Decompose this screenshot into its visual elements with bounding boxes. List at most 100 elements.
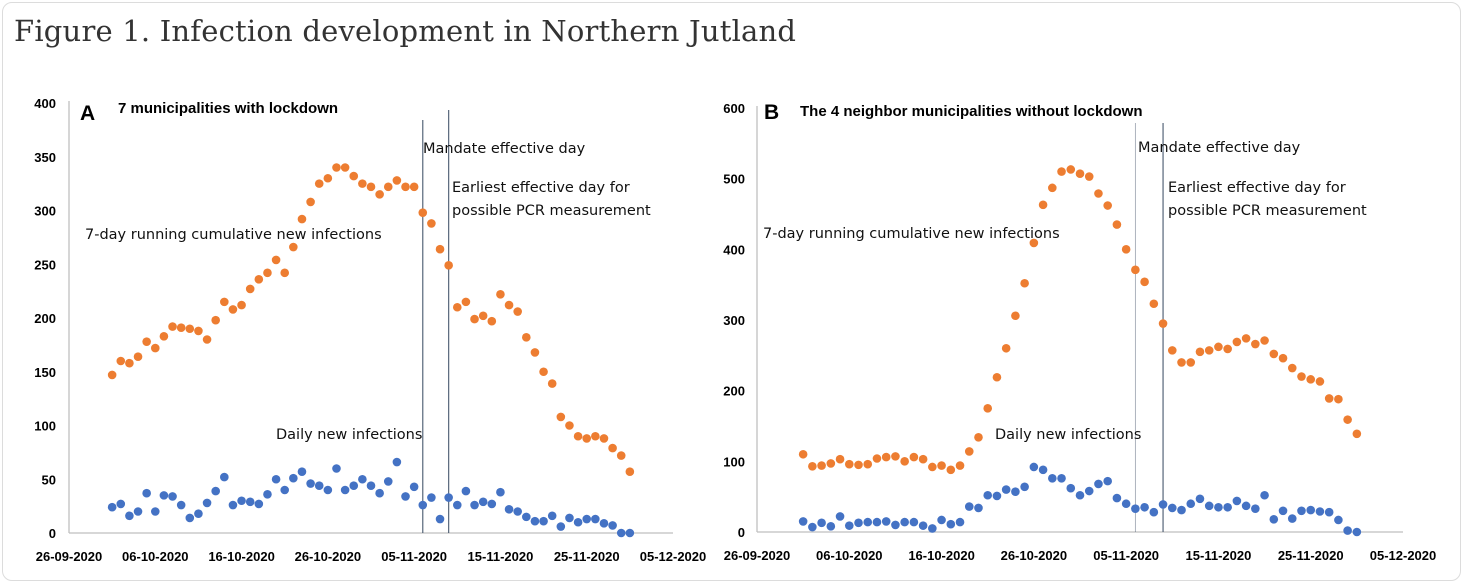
cumulative-point: [891, 452, 900, 461]
daily-point: [1112, 493, 1122, 503]
daily-point: [539, 516, 548, 526]
cumulative-point: [1214, 342, 1223, 352]
cumulative-point: [928, 462, 937, 472]
daily-point: [1251, 504, 1260, 513]
daily-point: [992, 491, 1002, 501]
cumulative-point: [844, 459, 854, 469]
daily-point: [366, 481, 376, 491]
daily-point: [254, 499, 264, 509]
y-tick-label: 0: [49, 526, 56, 541]
daily-point: [1287, 514, 1297, 523]
cumulative-point: [1204, 346, 1214, 355]
x-tick-label: 25-11-2020: [1278, 548, 1344, 563]
series-label-cumulative: 7-day running cumulative new infections: [763, 226, 1060, 242]
daily-point: [1066, 483, 1076, 493]
daily-point: [452, 500, 462, 510]
daily-point: [1140, 502, 1149, 512]
annotation-earliest-line1: Earliest effective day for: [452, 180, 630, 196]
cumulative-point: [808, 461, 817, 471]
daily-point: [496, 487, 505, 497]
daily-point: [937, 515, 946, 525]
cumulative-point: [992, 372, 1002, 382]
cumulative-point: [289, 242, 298, 252]
cumulative-point: [116, 356, 126, 366]
cumulative-point: [1223, 344, 1232, 354]
daily-point: [125, 511, 134, 521]
cumulative-point: [323, 173, 333, 183]
cumulative-point: [150, 343, 160, 353]
cumulative-point: [444, 261, 453, 270]
cumulative-point: [909, 452, 919, 462]
panel-letter: B: [764, 101, 779, 124]
y-tick-label: 150: [34, 365, 56, 380]
cumulative-point: [1140, 277, 1149, 287]
cumulative-point: [1057, 167, 1066, 176]
daily-point: [964, 502, 974, 511]
cumulative-point: [306, 197, 315, 207]
daily-point: [1020, 482, 1029, 492]
cumulative-point: [487, 316, 497, 326]
cumulative-point: [1269, 349, 1279, 359]
cumulative-point: [599, 434, 609, 443]
cumulative-point: [1112, 220, 1122, 229]
series-label-daily: Daily new infections: [995, 427, 1141, 443]
cumulative-point: [1177, 358, 1186, 367]
cumulative-point: [392, 176, 402, 185]
cumulative-point: [1306, 375, 1316, 384]
daily-point: [1232, 496, 1242, 506]
cumulative-point: [435, 244, 445, 254]
cumulative-point: [1121, 245, 1131, 254]
x-tick-label: 05-12-2020: [640, 549, 707, 564]
cumulative-point: [332, 163, 341, 172]
cumulative-point: [1066, 165, 1076, 174]
cumulative-point: [194, 326, 203, 336]
cumulative-point: [1001, 343, 1011, 353]
daily-point: [228, 500, 238, 510]
cumulative-point: [1232, 337, 1242, 347]
daily-point: [1297, 506, 1306, 516]
cumulative-point: [254, 275, 264, 284]
annotation-earliest-line2: possible PCR measurement: [1168, 203, 1367, 219]
daily-point: [168, 492, 177, 501]
cumulative-point: [983, 404, 993, 413]
daily-point: [1038, 465, 1048, 475]
daily-point: [245, 497, 255, 507]
cumulative-point: [1195, 347, 1205, 357]
daily-point: [1103, 476, 1112, 486]
panel-letter: A: [80, 102, 95, 125]
y-tick-label: 400: [34, 96, 56, 111]
daily-point: [159, 491, 169, 500]
daily-point: [1167, 503, 1177, 513]
cumulative-point: [1334, 394, 1343, 404]
daily-point: [817, 518, 826, 528]
cumulative-point: [358, 179, 367, 188]
x-tick-label: 15-11-2020: [1186, 548, 1252, 563]
daily-point: [418, 500, 428, 510]
daily-point: [332, 464, 341, 473]
daily-point: [1260, 490, 1269, 500]
cumulative-point: [1251, 339, 1260, 349]
cumulative-point: [366, 182, 376, 192]
cumulative-point: [461, 297, 471, 307]
daily-point: [1094, 479, 1103, 489]
daily-point: [556, 522, 566, 531]
x-tick-label: 16-10-2020: [208, 549, 275, 564]
cumulative-point: [237, 300, 246, 310]
cumulative-point: [556, 412, 566, 422]
cumulative-point: [176, 323, 186, 332]
cumulative-point: [185, 324, 195, 334]
cumulative-point: [1011, 311, 1020, 321]
cumulative-point: [964, 447, 974, 456]
y-tick-label: 300: [723, 313, 745, 328]
daily-point: [306, 479, 315, 488]
x-tick-label: 26-10-2020: [295, 549, 362, 564]
cumulative-point: [125, 358, 134, 368]
daily-point: [427, 493, 436, 502]
daily-point: [881, 517, 891, 526]
cumulative-point: [220, 297, 229, 307]
daily-point: [599, 519, 609, 528]
cumulative-point: [1343, 415, 1352, 424]
y-tick-label: 500: [723, 172, 745, 187]
cumulative-point: [900, 457, 909, 466]
